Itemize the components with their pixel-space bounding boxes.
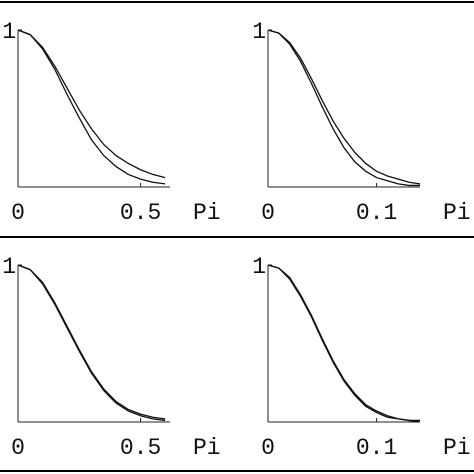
x-tick-label: 0: [261, 200, 275, 226]
x-tick-label: 0.5: [120, 435, 161, 461]
x-tick-label: 0: [11, 200, 25, 226]
x-axis-label: Pi: [193, 435, 221, 461]
curve: [267, 264, 420, 422]
curve: [17, 264, 166, 420]
curve: [267, 29, 420, 187]
curve: [17, 264, 166, 422]
curve: [17, 29, 166, 185]
curve: [267, 264, 421, 423]
y-tick-label: 1: [252, 19, 266, 45]
x-tick-label: 0.5: [120, 200, 161, 226]
y-tick-label: 1: [2, 254, 16, 280]
y-tick-label: 1: [252, 254, 266, 280]
x-tick-label: 0.1: [356, 435, 397, 461]
x-axis-label: Pi: [443, 200, 471, 226]
curve: [267, 29, 421, 185]
x-tick-label: 0: [261, 435, 275, 461]
x-axis-label: Pi: [193, 200, 221, 226]
x-tick-label: 0.1: [356, 200, 397, 226]
x-axis-label: Pi: [443, 435, 471, 461]
x-tick-label: 0: [11, 435, 25, 461]
curve: [17, 29, 166, 179]
y-tick-label: 1: [2, 19, 16, 45]
